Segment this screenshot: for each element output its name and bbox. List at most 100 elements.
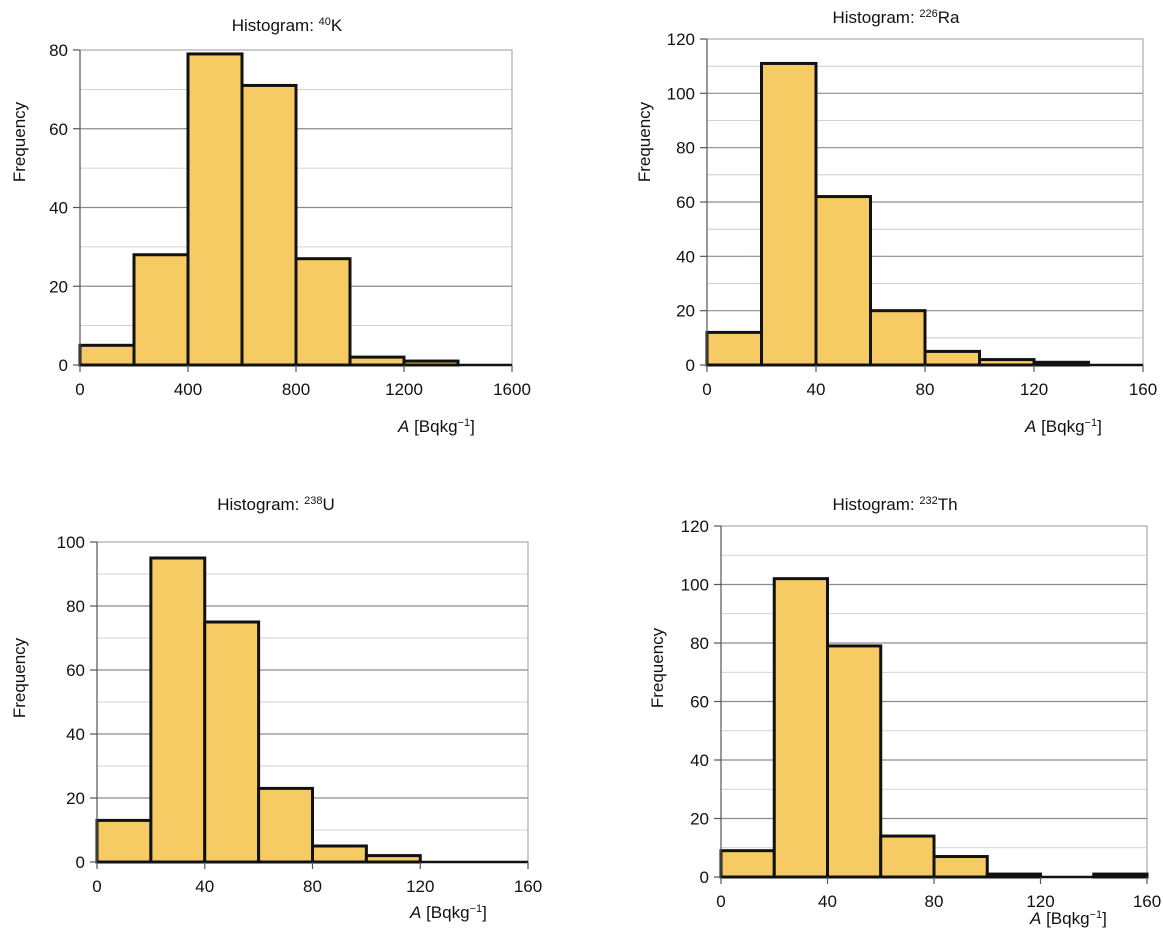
- title-mass-number: 40: [318, 16, 331, 28]
- x-tick-label: 80: [916, 380, 935, 399]
- title-mass-number: 226: [919, 8, 938, 20]
- y-tick-label: 40: [676, 247, 695, 266]
- histogram-bar: [78, 343, 136, 367]
- histogram-bar: [932, 855, 989, 879]
- x-axis-symbol: A: [1030, 909, 1042, 928]
- title-prefix: Histogram:: [231, 16, 319, 35]
- histogram-bar: [240, 83, 298, 367]
- x-axis-exponent: −1: [1089, 909, 1103, 921]
- x-tick-label: 800: [282, 380, 310, 399]
- x-axis-symbol: A: [398, 417, 410, 436]
- title-element: U: [322, 495, 335, 514]
- y-tick-label: 60: [66, 661, 85, 680]
- histogram-bar: [257, 786, 314, 864]
- y-tick-label: 20: [676, 302, 695, 321]
- title-mass-number: 232: [919, 495, 938, 507]
- x-axis-label: A [Bqkg−1]: [1025, 417, 1102, 437]
- histogram-bar: [772, 577, 829, 879]
- y-tick-label: 0: [76, 853, 85, 872]
- x-axis-symbol: A: [410, 903, 422, 922]
- x-axis-unit: [Bqkg: [1041, 909, 1090, 928]
- x-axis-exponent: −1: [1084, 417, 1098, 429]
- title-mass-number: 238: [304, 495, 323, 507]
- histogram-bar: [186, 52, 244, 367]
- x-axis-unit: [Bqkg: [1036, 417, 1085, 436]
- x-tick-label: 120: [1026, 892, 1054, 911]
- histogram-bar: [760, 61, 818, 367]
- y-tick-label: 20: [690, 810, 709, 829]
- y-tick-label: 60: [49, 120, 68, 139]
- x-tick-label: 0: [702, 380, 711, 399]
- y-tick-label: 80: [66, 597, 85, 616]
- x-tick-label: 400: [174, 380, 202, 399]
- histogram-bar: [294, 257, 352, 367]
- x-tick-label: 120: [406, 877, 434, 896]
- y-tick-label: 60: [690, 693, 709, 712]
- histogram-bar: [149, 556, 207, 864]
- histogram-bar: [879, 834, 936, 879]
- x-tick-label: 40: [818, 892, 837, 911]
- y-tick-label: 100: [681, 576, 709, 595]
- x-axis-exponent: −1: [469, 903, 483, 915]
- x-tick-label: 80: [925, 892, 944, 911]
- histogram-bar: [705, 330, 763, 367]
- title-prefix: Histogram:: [832, 495, 920, 514]
- y-tick-label: 0: [700, 868, 709, 887]
- chart-title: Histogram: 226Ra: [832, 8, 959, 28]
- x-axis-label: A [Bqkg−1]: [398, 417, 475, 437]
- y-tick-label: 120: [667, 30, 695, 49]
- x-axis-symbol: A: [1025, 417, 1037, 436]
- chart-title: Histogram: 232Th: [832, 495, 957, 515]
- y-tick-label: 20: [66, 789, 85, 808]
- title-element: K: [330, 16, 343, 35]
- y-tick-label: 80: [676, 139, 695, 158]
- histogram-bar: [869, 309, 927, 367]
- y-tick-label: 20: [49, 277, 68, 296]
- histogram-bar: [203, 620, 261, 864]
- histogram-bar: [719, 849, 776, 879]
- x-axis-bracket: ]: [482, 903, 487, 922]
- x-axis-unit: [Bqkg: [421, 903, 470, 922]
- x-tick-label: 160: [514, 877, 542, 896]
- x-tick-label: 1600: [493, 380, 531, 399]
- x-tick-label: 80: [303, 877, 322, 896]
- y-tick-label: 40: [66, 725, 85, 744]
- x-axis-label: A [Bqkg−1]: [1030, 909, 1107, 929]
- histogram-bar: [95, 818, 153, 864]
- y-tick-label: 80: [690, 634, 709, 653]
- x-tick-label: 0: [75, 380, 84, 399]
- x-tick-label: 160: [1129, 380, 1157, 399]
- x-axis-label: A [Bqkg−1]: [410, 903, 487, 923]
- x-tick-label: 0: [92, 877, 101, 896]
- chart-title: Histogram: 40K: [232, 16, 343, 36]
- y-tick-label: 120: [681, 517, 709, 536]
- title-element: Th: [937, 495, 958, 514]
- x-axis-exponent: −1: [457, 417, 471, 429]
- y-tick-label: 100: [57, 533, 85, 552]
- histogram-bar: [311, 844, 368, 864]
- x-axis-bracket: ]: [470, 417, 475, 436]
- histogram-bar: [814, 195, 872, 367]
- y-tick-label: 100: [667, 84, 695, 103]
- histogram-bar: [826, 644, 883, 879]
- x-tick-label: 40: [195, 877, 214, 896]
- x-tick-label: 40: [807, 380, 826, 399]
- y-tick-label: 0: [59, 356, 68, 375]
- y-tick-label: 80: [49, 41, 68, 60]
- x-tick-label: 0: [716, 892, 725, 911]
- x-axis-unit: [Bqkg: [409, 417, 458, 436]
- x-axis-bracket: ]: [1102, 909, 1107, 928]
- histogram-bar: [132, 253, 190, 367]
- histogram-bar: [923, 349, 981, 367]
- x-tick-label: 160: [1133, 892, 1161, 911]
- title-prefix: Histogram:: [832, 8, 920, 27]
- x-tick-label: 1200: [385, 380, 423, 399]
- title-prefix: Histogram:: [217, 495, 305, 514]
- x-axis-bracket: ]: [1097, 417, 1102, 436]
- y-tick-label: 60: [676, 193, 695, 212]
- x-tick-label: 120: [1020, 380, 1048, 399]
- chart-title: Histogram: 238U: [217, 495, 335, 515]
- y-tick-label: 40: [690, 751, 709, 770]
- y-tick-label: 40: [49, 199, 68, 218]
